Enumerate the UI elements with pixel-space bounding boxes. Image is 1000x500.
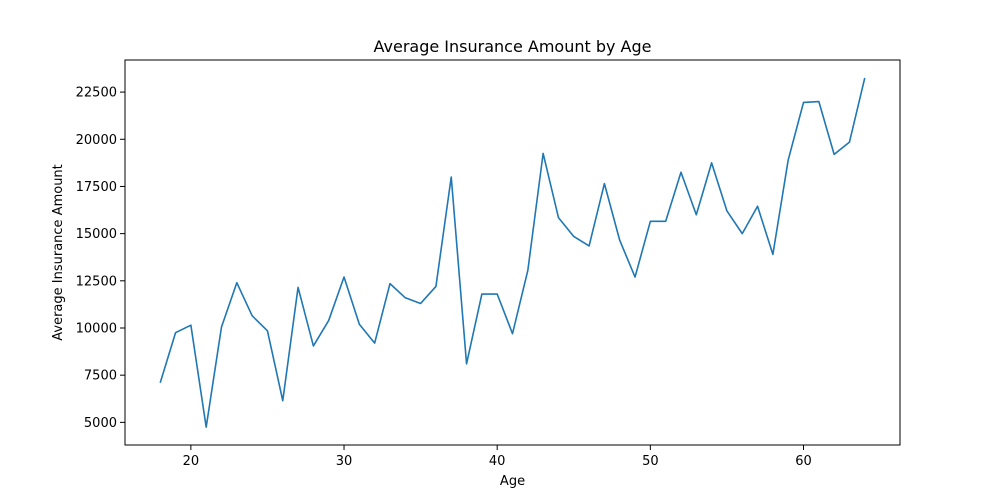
x-tick-label: 40: [489, 454, 506, 469]
x-tick-label: 30: [336, 454, 353, 469]
y-tick-label: 12500: [76, 274, 117, 289]
y-axis: 5000 7500 10000 12500 15000 17500 20000 22500: [76, 86, 125, 431]
y-tick-label: 15000: [76, 227, 117, 242]
x-axis: 20 30 40 50 60: [183, 445, 812, 469]
x-tick-label: 60: [795, 454, 812, 469]
y-tick-label: 17500: [76, 180, 117, 195]
y-tick-label: 22500: [76, 86, 117, 101]
y-tick-label: 10000: [76, 321, 117, 336]
y-tick-label: 5000: [84, 416, 117, 431]
x-tick-label: 50: [642, 454, 659, 469]
y-tick-label: 7500: [84, 369, 117, 384]
y-axis-label: Average Insurance Amount: [51, 164, 66, 341]
series-line: [159, 77, 866, 428]
plot-frame: [124, 59, 901, 446]
x-tick-label: 20: [183, 454, 200, 469]
y-tick-label: 20000: [76, 133, 117, 148]
x-axis-label: Age: [500, 474, 525, 489]
chart-title: Average Insurance Amount by Age: [374, 37, 652, 56]
